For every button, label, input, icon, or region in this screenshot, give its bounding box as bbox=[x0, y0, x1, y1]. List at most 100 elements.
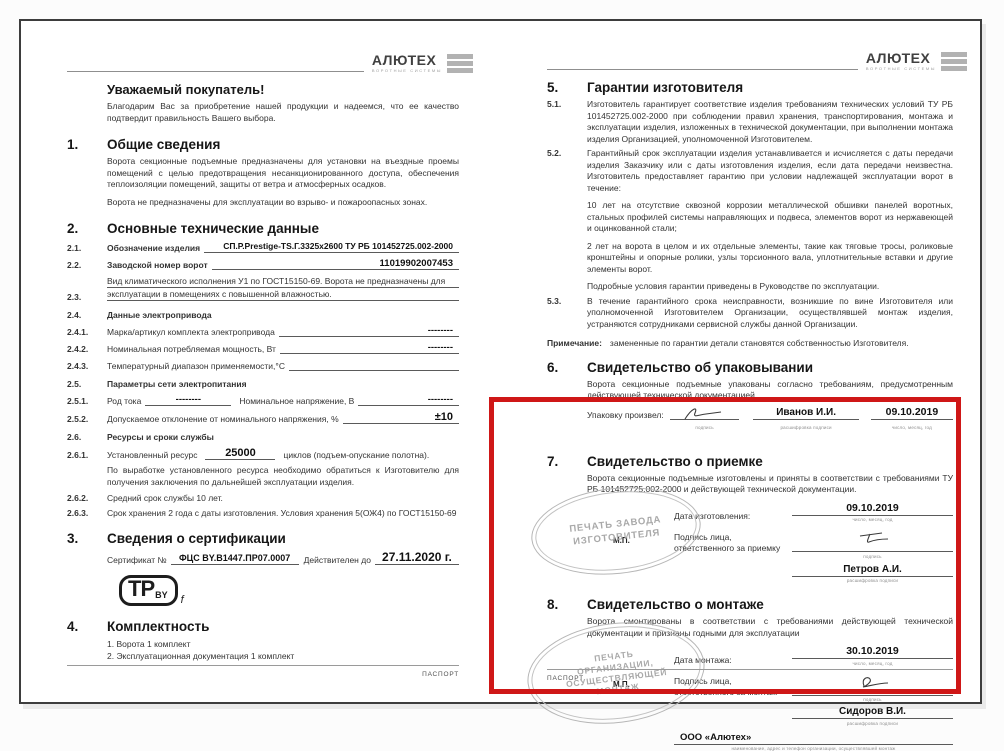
form-row-2-6-2: 2.6.2. Средний срок службы 10 лет. bbox=[67, 493, 459, 503]
spacer bbox=[674, 559, 792, 584]
field-label: Действителен до bbox=[304, 555, 371, 565]
field-label: Номинальная потребляемая мощность, Вт bbox=[107, 344, 276, 354]
field-value: 11019902007453 bbox=[212, 258, 459, 270]
section-1-heading: 1. Общие сведения bbox=[67, 137, 459, 152]
item-number: 2.2. bbox=[67, 260, 107, 270]
section-title: Свидетельство о монтаже bbox=[587, 597, 764, 612]
page-left-header: АЛЮТЕХ воротные системы bbox=[67, 21, 459, 72]
form-row-2-4-1: 2.4.1. Марка/артикул комплекта электропр… bbox=[67, 325, 459, 337]
acceptance-signature bbox=[792, 530, 953, 552]
stamp-text: ИЗГОТОВИТЕЛЯ bbox=[573, 526, 661, 548]
field-text: Средний срок службы 10 лет. bbox=[107, 493, 223, 503]
item-number: 2.5. bbox=[67, 379, 107, 389]
item-number: 2.6.1. bbox=[67, 450, 107, 460]
paragraph: Ворота не предназначены для эксплуатации… bbox=[107, 197, 459, 209]
sign-label-line2: ответственного за приемку bbox=[674, 543, 792, 554]
form-row-2-4: 2.4. Данные электропривода bbox=[67, 310, 459, 320]
signature-stroke bbox=[848, 530, 898, 546]
field-label: Обозначение изделия bbox=[107, 243, 200, 253]
section-number: 8. bbox=[547, 597, 587, 612]
caption-date: число, месяц, год bbox=[871, 423, 953, 430]
paragraph: Ворота секционные подъемные предназначен… bbox=[107, 156, 459, 191]
field-text: Срок хранения 2 года с даты изготовления… bbox=[107, 508, 456, 518]
stamp-text: МОНТАЖ bbox=[596, 681, 640, 697]
field-label: Установленный ресурс bbox=[107, 450, 197, 460]
item-number: 2.4.1. bbox=[67, 327, 107, 337]
field-label: Заводской номер ворот bbox=[107, 260, 208, 270]
field-label: Номинальное напряжение, В bbox=[239, 396, 354, 406]
tr-mark-suffix: f bbox=[181, 594, 184, 606]
subsection-label: Данные электропривода bbox=[107, 310, 212, 320]
item-number: 2.4.2. bbox=[67, 344, 107, 354]
page-right: АЛЮТЕХ воротные системы 5. Гарантии изго… bbox=[547, 21, 953, 702]
tr-mark-by: BY bbox=[155, 591, 168, 600]
section-title: Основные технические данные bbox=[107, 221, 319, 236]
paragraphs: Ворота секционные подъемные предназначен… bbox=[107, 156, 459, 208]
form-row-2-5-2: 2.5.2. Допускаемое отклонение от номинал… bbox=[67, 411, 459, 424]
section-6-heading: 6. Свидетельство об упаковывании bbox=[547, 360, 953, 375]
section-4-heading: 4. Комплектность bbox=[67, 619, 459, 634]
tr-by-conformity-mark: ТР BY f bbox=[119, 575, 459, 606]
clause-text: Подробные условия гарантии приведены в Р… bbox=[587, 281, 953, 293]
footer-rule bbox=[67, 665, 459, 666]
logo-tagline: воротные системы bbox=[866, 66, 936, 71]
form-row-2-2: 2.2. Заводской номер ворот 1101990200745… bbox=[67, 258, 459, 270]
packing-captions-row: Упаковку произвел: подпись расшифровка п… bbox=[587, 420, 953, 430]
alutech-logo: АЛЮТЕХ воротные системы bbox=[364, 51, 473, 77]
item-number: 2.6.3. bbox=[67, 508, 107, 518]
certificate-valid-until: 27.11.2020 г. bbox=[375, 550, 459, 565]
spacer bbox=[547, 379, 587, 402]
logo-wordmark: АЛЮТЕХ bbox=[372, 53, 442, 67]
caption-org: наименование, адрес и телефон организаци… bbox=[674, 745, 953, 751]
kit-item: 1. Ворота 1 комплект bbox=[107, 638, 459, 650]
caption-signature: подпись bbox=[670, 423, 740, 430]
signature-stroke bbox=[677, 406, 733, 421]
greeting-body: Благодарим Вас за приобретение нашей про… bbox=[107, 101, 459, 124]
footer-label: ПАСПОРТ bbox=[67, 671, 459, 678]
section-number: 3. bbox=[67, 531, 107, 546]
field-label: Сертификат № bbox=[107, 555, 167, 565]
stamp-text: ПЕЧАТЬ ЗАВОДА bbox=[569, 513, 662, 536]
item-number: 2.6.2. bbox=[67, 493, 107, 503]
mounter-name: Сидоров В.И. bbox=[792, 706, 953, 719]
field-value bbox=[289, 359, 459, 371]
section-title: Общие сведения bbox=[107, 137, 220, 152]
clause-text: Гарантийный срок эксплуатации изделия ус… bbox=[587, 148, 953, 194]
item-number: 5.3. bbox=[547, 296, 587, 331]
section-number: 7. bbox=[547, 454, 587, 469]
section-number: 5. bbox=[547, 80, 587, 95]
certificate-row: Сертификат № ФЦС BY.B1447.ПР07.0007 Дейс… bbox=[67, 550, 459, 565]
item-number: 5.1. bbox=[547, 99, 587, 145]
item-number: 2.1. bbox=[67, 243, 107, 253]
section-title: Свидетельство об упаковывании bbox=[587, 360, 813, 375]
section-title: Гарантии изготовителя bbox=[587, 80, 743, 95]
section-title: Свидетельство о приемке bbox=[587, 454, 763, 469]
caption-name: расшифровка подписи bbox=[792, 577, 953, 584]
logo-bars-icon bbox=[447, 54, 473, 73]
page-left-footer: ПАСПОРТ bbox=[67, 665, 459, 678]
greeting-title: Уважаемый покупатель! bbox=[107, 82, 459, 97]
warranty-note: Примечание: замененные по гарантии детал… bbox=[547, 338, 953, 350]
section-title: Сведения о сертификации bbox=[107, 531, 286, 546]
field-label: Температурный диапазон применяемости,°С bbox=[107, 361, 285, 371]
clause-5-1: 5.1. Изготовитель гарантирует соответств… bbox=[547, 99, 953, 145]
form-row-2-3: 2.3. Вид климатического исполнения У1 по… bbox=[67, 275, 459, 302]
tr-mark-letters: ТР bbox=[128, 578, 154, 600]
alutech-logo-text: АЛЮТЕХ воротные системы bbox=[372, 53, 442, 73]
form-row-2-1: 2.1. Обозначение изделия СП.Р.Prestige-T… bbox=[67, 241, 459, 253]
section-number: 2. bbox=[67, 221, 107, 236]
subsection-label: Ресурсы и сроки службы bbox=[107, 432, 214, 442]
stamp-text: ПЕЧАТЬ bbox=[594, 649, 635, 665]
note-label: Примечание: bbox=[547, 338, 602, 350]
item-number: 2.6. bbox=[67, 432, 107, 442]
item-number: 2.4.3. bbox=[67, 361, 107, 371]
caption-name: расшифровка подписи bbox=[753, 423, 858, 430]
mounting-org-name: ООО «Алютех» bbox=[674, 732, 953, 745]
form-row-2-4-2: 2.4.2. Номинальная потребляемая мощность… bbox=[67, 342, 459, 354]
packer-signature bbox=[670, 406, 740, 420]
packing-date: 09.10.2019 bbox=[871, 406, 953, 420]
field-value: ±10 bbox=[343, 411, 459, 424]
packed-by-label: Упаковку произвел: bbox=[587, 410, 664, 420]
caption-name: расшифровка подписи bbox=[792, 719, 953, 726]
field-suffix: циклов (подъем-опускание полотна). bbox=[283, 450, 429, 460]
